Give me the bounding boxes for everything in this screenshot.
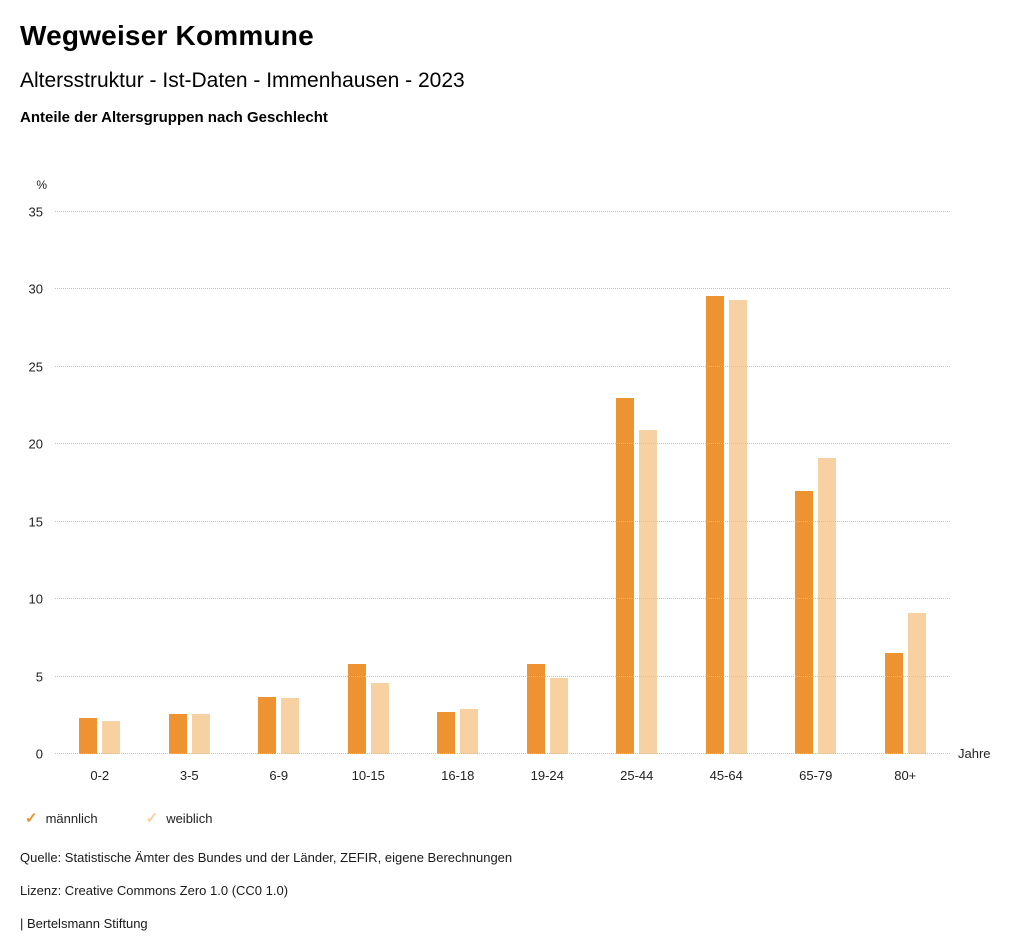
bar-group-6-9: [234, 212, 324, 754]
gridline-10: [55, 598, 950, 600]
bar-group-3-5: [145, 212, 235, 754]
bar-weiblich-10-15: [370, 682, 389, 754]
app-title: Wegweiser Kommune: [20, 20, 314, 51]
y-axis-unit-label: %: [36, 178, 47, 192]
legend: ✓ männlich ✓ weiblich: [25, 811, 1004, 826]
bar-männlich-65-79: [795, 490, 814, 754]
bar-group-80+: [861, 212, 951, 754]
bar-group-45-64: [682, 212, 772, 754]
bar-weiblich-19-24: [549, 678, 568, 754]
bar-chart: % Jahre 0 5 10 15 20 25 30 35 0-2 3-5 6-9 10-15 16-…: [20, 178, 1004, 783]
check-icon: ✓: [25, 810, 38, 827]
x-axis-unit-label: Jahre: [958, 746, 991, 761]
legend-item-maennlich[interactable]: ✓ männlich: [25, 811, 98, 826]
x-tick-label-6-9: 6-9: [269, 768, 289, 783]
x-tick-label-80+: 80+: [894, 768, 917, 783]
gridline-20: [55, 443, 950, 445]
bar-groups: [55, 212, 950, 754]
bar-group-16-18: [413, 212, 503, 754]
footer: Quelle: Statistische Ämter des Bundes un…: [20, 850, 1004, 931]
gridline-35: [55, 211, 950, 212]
chart-heading: Anteile der Altersgruppen nach Geschlech…: [20, 109, 328, 126]
x-tick-label-3-5: 3-5: [179, 768, 199, 783]
gridline-30: [55, 288, 950, 290]
bar-weiblich-3-5: [191, 713, 210, 754]
license-text: Lizenz: Creative Commons Zero 1.0 (CC0 1…: [20, 883, 289, 898]
gridline-25: [55, 365, 950, 367]
bar-männlich-0-2: [79, 718, 98, 754]
bar-männlich-3-5: [168, 713, 187, 754]
x-tick-label-65-79: 65-79: [799, 768, 833, 783]
y-tick-label-35: 35: [28, 204, 43, 220]
attribution-text: | Bertelsmann Stiftung: [20, 916, 148, 931]
bar-männlich-6-9: [258, 696, 277, 754]
bar-weiblich-65-79: [818, 458, 837, 754]
y-tick-label-10: 10: [28, 591, 43, 607]
bar-männlich-45-64: [705, 295, 724, 754]
bar-weiblich-45-64: [728, 300, 747, 754]
bar-männlich-10-15: [347, 664, 366, 754]
x-axis: 0-2 3-5 6-9 10-15 16-18 19-24 25-44 45-64 65-79 8…: [55, 768, 950, 783]
bar-group-19-24: [503, 212, 593, 754]
legend-label-weiblich: weiblich: [166, 811, 213, 826]
bar-männlich-16-18: [437, 712, 456, 754]
bar-group-10-15: [324, 212, 414, 754]
gridline-15: [55, 520, 950, 522]
bar-weiblich-0-2: [102, 721, 121, 754]
y-tick-label-15: 15: [28, 514, 43, 530]
bar-männlich-19-24: [526, 664, 545, 754]
bar-männlich-80+: [884, 653, 903, 754]
x-tick-label-19-24: 19-24: [530, 768, 564, 783]
legend-item-weiblich[interactable]: ✓ weiblich: [146, 811, 213, 826]
gridline-0: [55, 753, 950, 754]
y-tick-label-0: 0: [35, 746, 43, 762]
x-tick-label-25-44: 25-44: [620, 768, 654, 783]
x-tick-label-0-2: 0-2: [90, 768, 110, 783]
source-text: Quelle: Statistische Ämter des Bundes un…: [20, 850, 513, 865]
x-tick-label-45-64: 45-64: [709, 768, 743, 783]
x-tick-label-16-18: 16-18: [441, 768, 475, 783]
y-tick-label-20: 20: [28, 436, 43, 452]
bar-weiblich-80+: [907, 613, 926, 754]
gridline-5: [55, 675, 950, 677]
bar-weiblich-16-18: [460, 709, 479, 754]
legend-label-maennlich: männlich: [45, 811, 98, 826]
bar-weiblich-25-44: [639, 430, 658, 754]
bar-männlich-25-44: [616, 397, 635, 754]
plot-area: % Jahre 0 5 10 15 20 25 30 35: [29, 178, 991, 762]
y-tick-label-30: 30: [28, 281, 43, 297]
bar-group-25-44: [592, 212, 682, 754]
y-tick-label-5: 5: [35, 669, 43, 685]
bar-group-65-79: [771, 212, 861, 754]
y-tick-label-25: 25: [28, 359, 43, 375]
bar-weiblich-6-9: [281, 698, 300, 754]
x-tick-label-10-15: 10-15: [351, 768, 385, 783]
bar-group-0-2: [55, 212, 145, 754]
chart-subtitle: Altersstruktur - Ist-Daten - Immenhausen…: [20, 69, 465, 92]
check-icon: ✓: [145, 810, 159, 827]
